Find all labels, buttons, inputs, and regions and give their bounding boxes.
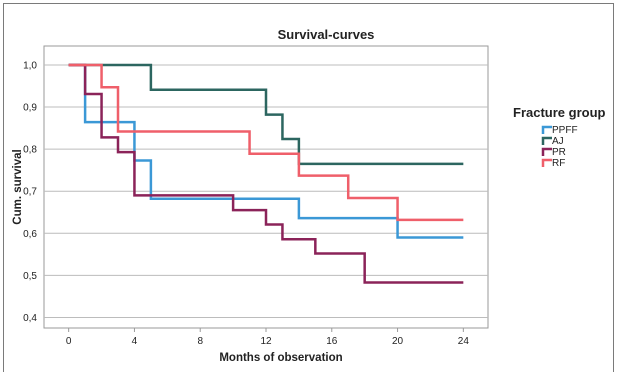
series-line-aj [68, 63, 464, 166]
x-axis-label: Months of observation [219, 352, 342, 364]
legend-label-ppff: PPFF [552, 125, 578, 136]
x-tick-label: 4 [132, 336, 138, 347]
survival-chart: 0,4 0,5 0,6 0,7 0,8 0,9 1,0 0 4 8 12 16 20 24 Surviv… [12, 27, 606, 364]
chart-title: Survival-curves [278, 27, 375, 42]
x-tick-label: 24 [458, 336, 470, 347]
legend-label-rf: RF [552, 158, 565, 169]
legend-label-aj: AJ [552, 136, 564, 147]
chart-frame: 0,4 0,5 0,6 0,7 0,8 0,9 1,0 0 4 8 12 16 20 24 Surviv… [3, 3, 614, 372]
y-tick-label: 0,5 [23, 271, 37, 282]
x-tick-label: 8 [197, 336, 203, 347]
y-tick-label: 0,9 [23, 103, 37, 114]
y-tick-label: 1,0 [23, 60, 37, 71]
y-tick-label: 0,6 [23, 229, 37, 240]
y-tick-label: 0,7 [23, 187, 37, 198]
legend-swatch-rf [541, 158, 552, 167]
series-line-rf [68, 63, 464, 222]
series-line-pr [68, 63, 464, 284]
x-tick-label: 16 [326, 336, 338, 347]
legend-title: Fracture group [513, 105, 606, 120]
x-tick-label: 12 [260, 336, 272, 347]
legend-label-pr: PR [552, 147, 566, 158]
series-line-ppff [68, 63, 464, 239]
y-tick-label: 0,4 [23, 313, 37, 324]
legend-swatch-ppff [541, 125, 552, 134]
legend-swatch-aj [541, 136, 552, 145]
y-tick-label: 0,8 [23, 145, 37, 156]
legend-swatch-pr [541, 147, 552, 156]
x-tick-label: 0 [66, 336, 72, 347]
y-axis-label: Cum. survival [12, 149, 24, 224]
x-tick-label: 20 [392, 336, 404, 347]
